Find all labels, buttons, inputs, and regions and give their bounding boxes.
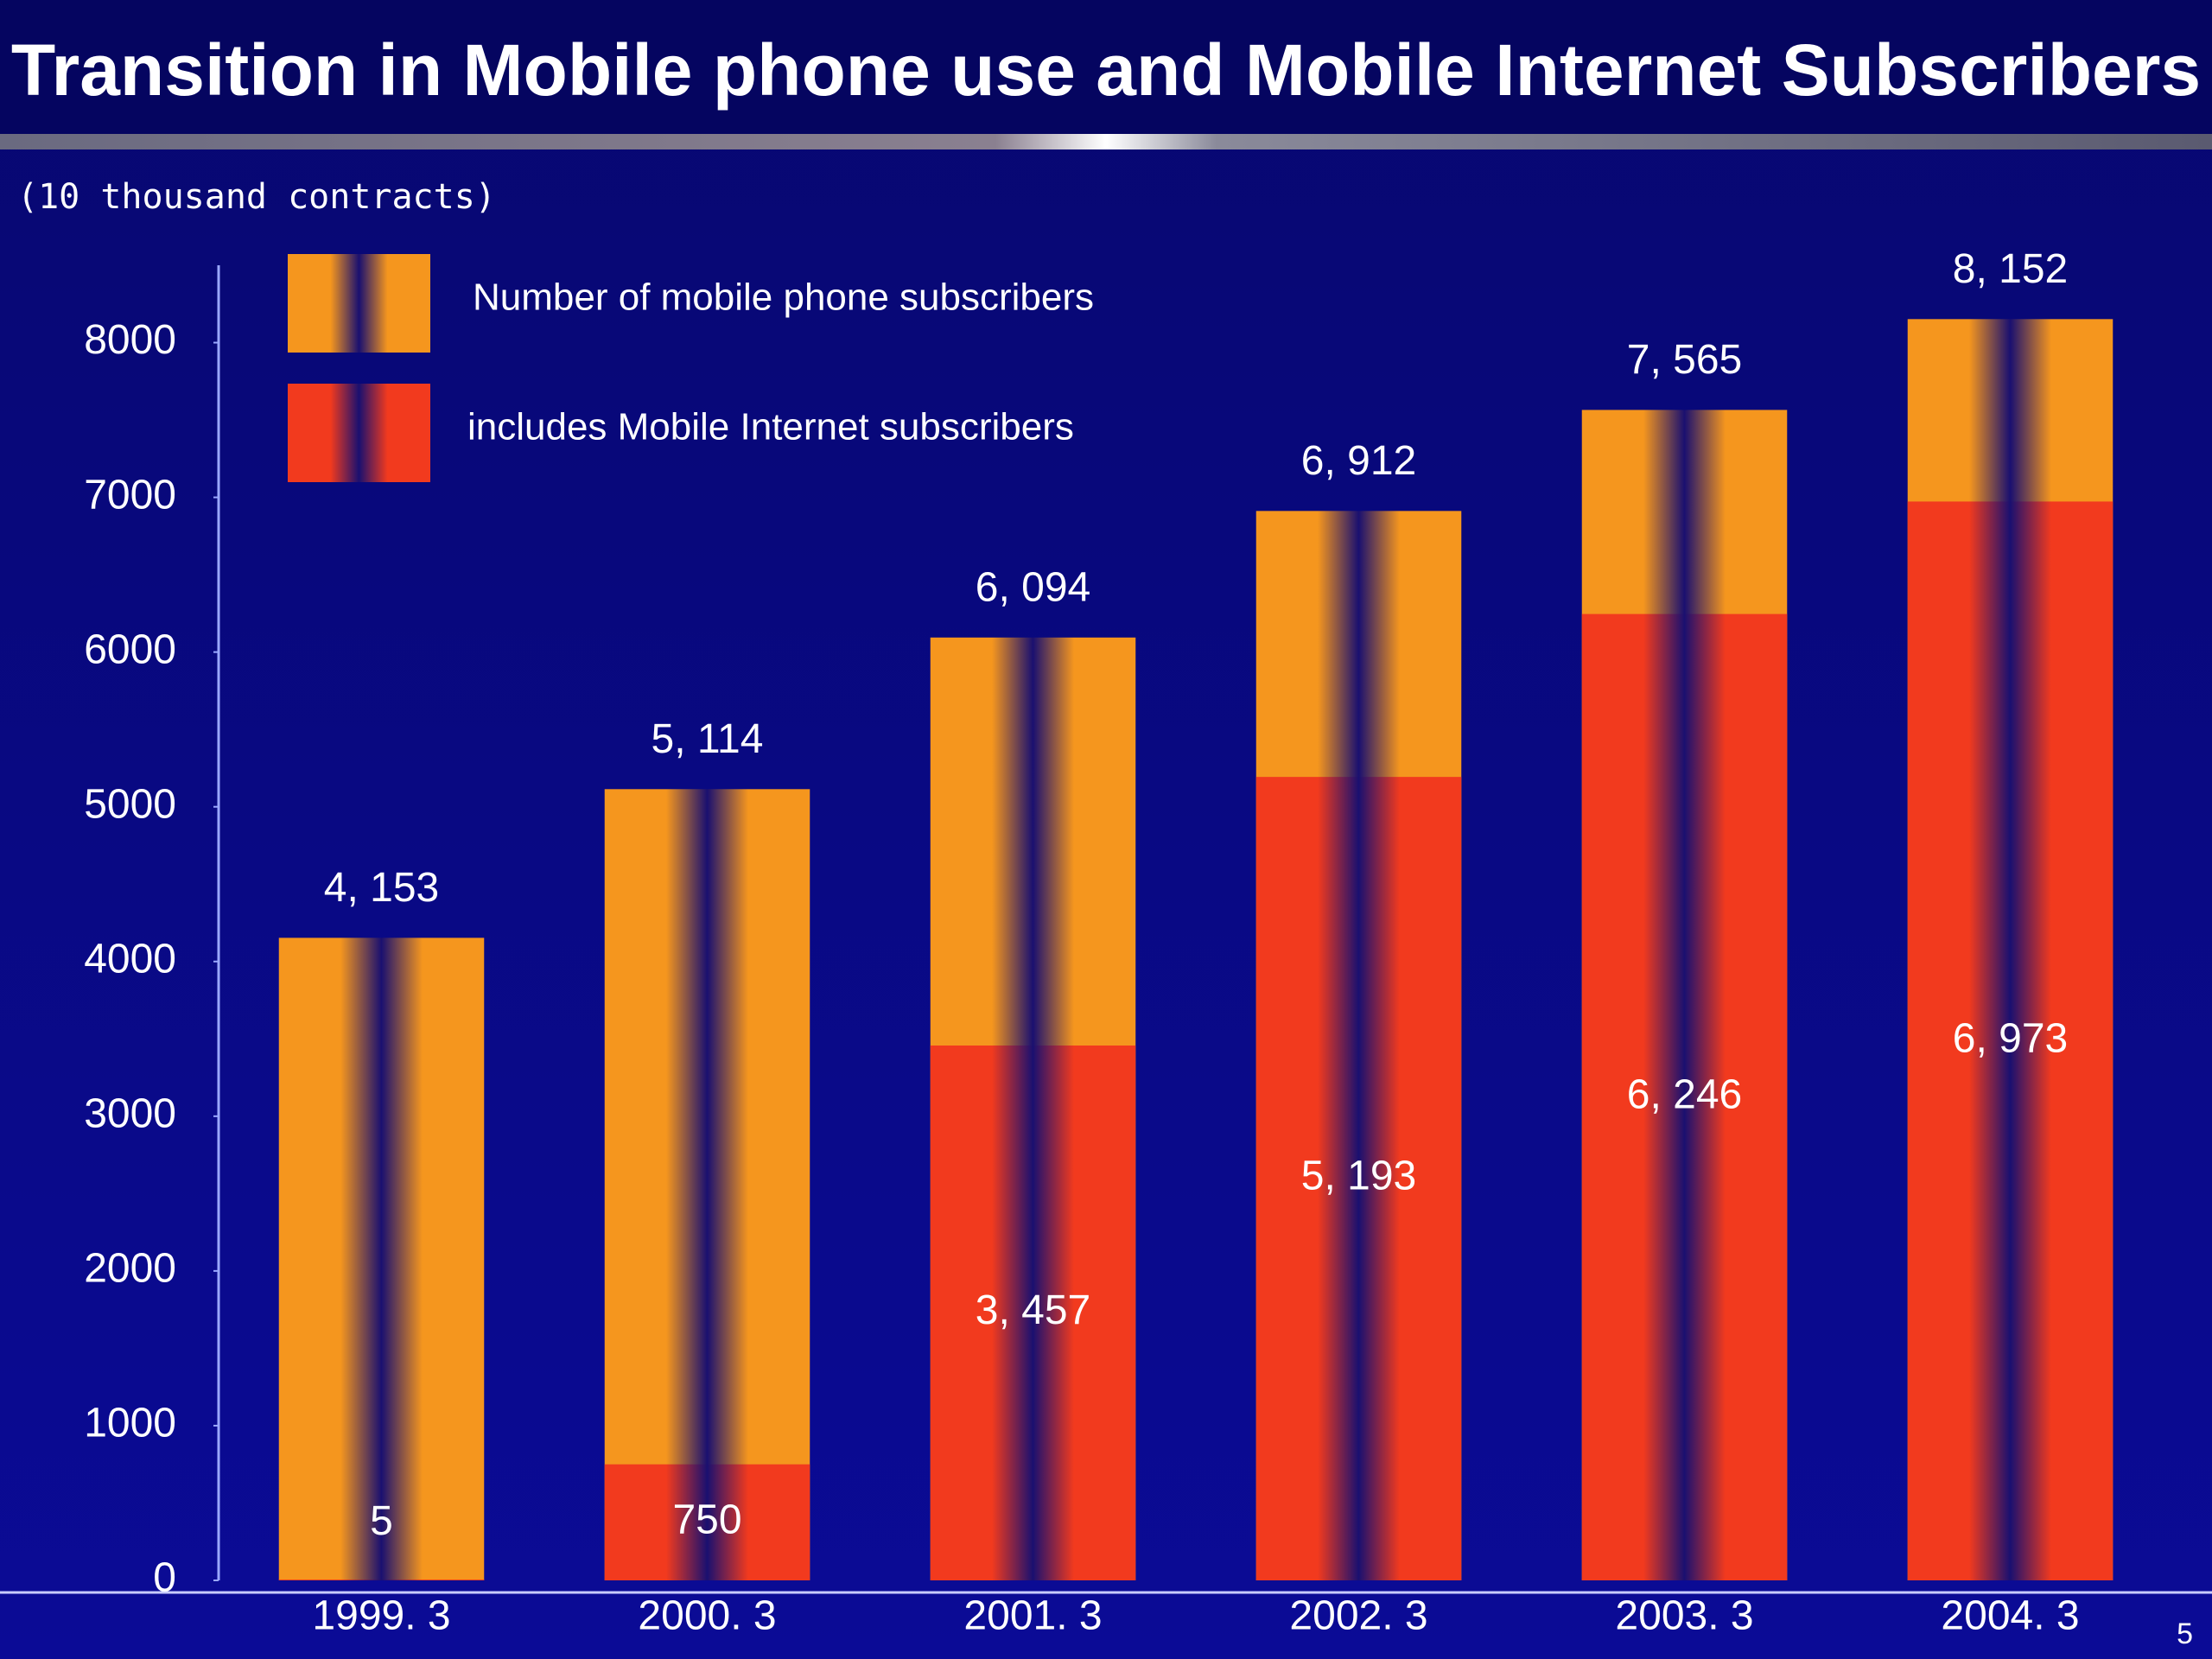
value-label: 750 (672, 1497, 741, 1543)
value-label: 6, 973 (1953, 1015, 2068, 1061)
value-label: 7, 565 (1627, 337, 1742, 383)
bar (278, 938, 485, 1580)
y-tick-label: 2000 (84, 1246, 176, 1292)
y-tick-label: 6000 (84, 626, 176, 672)
legend-swatch (288, 254, 430, 353)
x-tick-label: 2004. 3 (1941, 1593, 2079, 1639)
value-label: 5 (370, 1498, 393, 1544)
bar (1907, 501, 2113, 1580)
y-axis-label: (10 thousand contracts) (17, 177, 496, 217)
y-tick-label: 1000 (84, 1401, 176, 1446)
value-label: 4, 153 (324, 865, 439, 911)
value-label: 6, 912 (1301, 438, 1416, 484)
value-label: 5, 193 (1301, 1154, 1416, 1199)
value-label: 8, 152 (1953, 246, 2068, 292)
title-bar (0, 0, 2212, 134)
value-label: 5, 114 (652, 716, 764, 762)
y-tick-label: 3000 (84, 1090, 176, 1136)
bar (604, 789, 810, 1580)
value-label: 6, 094 (976, 564, 1090, 610)
bar (1581, 613, 1788, 1580)
page-number: 5 (2177, 1618, 2193, 1650)
x-tick-label: 2003. 3 (1615, 1593, 1753, 1639)
y-tick-label: 0 (153, 1555, 176, 1601)
legend-swatch (288, 384, 430, 482)
x-tick-label: 2000. 3 (638, 1593, 776, 1639)
y-tick-label: 7000 (84, 472, 176, 518)
x-tick-label: 2002. 3 (1289, 1593, 1427, 1639)
y-tick-label: 5000 (84, 781, 176, 827)
y-tick-label: 4000 (84, 936, 176, 982)
legend-label: Number of mobile phone subscribers (473, 276, 1094, 319)
x-tick-label: 2001. 3 (963, 1593, 1102, 1639)
bar (1255, 777, 1462, 1580)
title-stripe (0, 134, 2212, 149)
y-tick-label: 8000 (84, 317, 176, 363)
bar (930, 1045, 1136, 1580)
value-label: 3, 457 (976, 1287, 1090, 1333)
value-label: 6, 246 (1627, 1071, 1742, 1117)
chart-title: Transition in Mobile phone use and Mobil… (11, 29, 2201, 111)
x-tick-label: 1999. 3 (312, 1593, 450, 1639)
legend-label: includes Mobile Internet subscribers (467, 406, 1074, 448)
bar (604, 1464, 810, 1580)
